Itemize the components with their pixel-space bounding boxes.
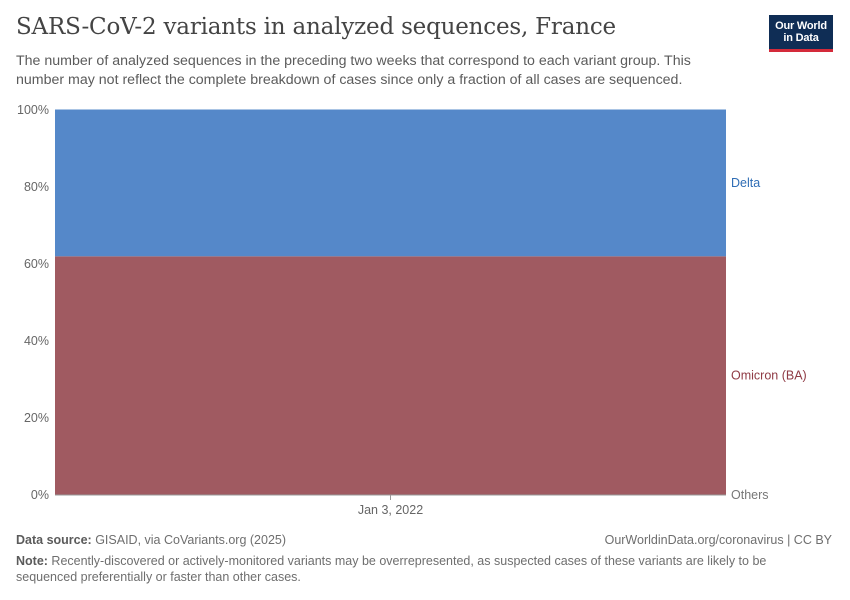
y-tick-label: 40% bbox=[24, 334, 49, 348]
area-omicron-ba bbox=[55, 256, 726, 495]
variants-area-chart: 0% 20% 40% 60% 80% 100% Jan 3, 2022 Others Omicr… bbox=[17, 103, 807, 517]
license-link[interactable]: OurWorldinData.org/coronavirus | CC BY bbox=[604, 533, 832, 547]
logo-line-1: Our World bbox=[775, 20, 827, 32]
y-tick-label: 20% bbox=[24, 411, 49, 425]
y-tick-label: 60% bbox=[24, 257, 49, 271]
note-text: Recently-discovered or actively-monitore… bbox=[16, 554, 767, 584]
x-tick-label: Jan 3, 2022 bbox=[358, 503, 423, 517]
series-label: Omicron (BA) bbox=[731, 369, 807, 383]
chart-subtitle: The number of analyzed sequences in the … bbox=[16, 53, 691, 88]
data-source: Data source: GISAID, via CoVariants.org … bbox=[16, 533, 286, 547]
owid-logo[interactable]: Our World in Data bbox=[769, 15, 833, 52]
y-tick-label: 0% bbox=[31, 488, 49, 502]
chart-title: SARS-CoV-2 variants in analyzed sequence… bbox=[16, 14, 616, 40]
data-source-text: GISAID, via CoVariants.org (2025) bbox=[91, 533, 287, 547]
series-label: Delta bbox=[731, 176, 760, 190]
y-tick-label: 100% bbox=[17, 103, 49, 117]
area-delta bbox=[55, 110, 726, 257]
chart-note: Note: Recently-discovered or actively-mo… bbox=[16, 553, 816, 585]
series-label: Others bbox=[731, 488, 769, 502]
y-tick-label: 80% bbox=[24, 180, 49, 194]
data-source-label: Data source: bbox=[16, 533, 92, 547]
logo-line-2: in Data bbox=[783, 32, 819, 44]
note-label: Note: bbox=[16, 554, 48, 568]
